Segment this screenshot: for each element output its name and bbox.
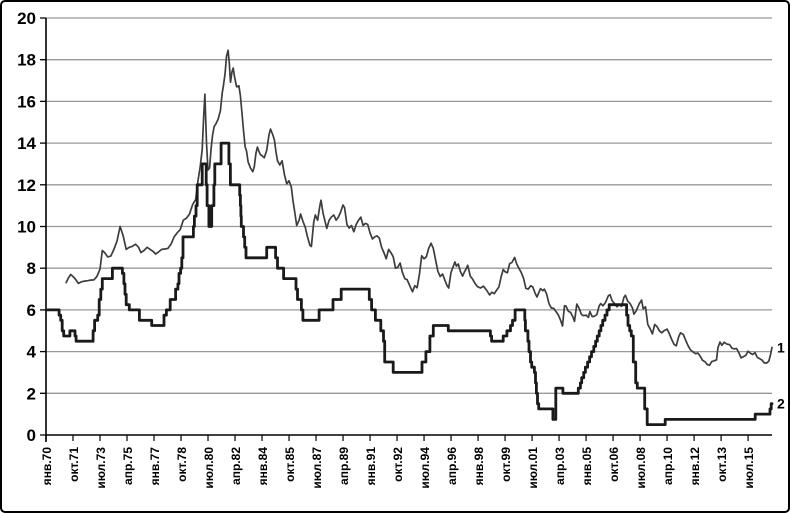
y-axis-label: 8 bbox=[27, 259, 36, 278]
series-2-line bbox=[44, 141, 774, 427]
x-axis-label: янв.77 bbox=[148, 447, 162, 486]
y-axis-label: 14 bbox=[17, 134, 36, 153]
x-axis-label: июл.87 bbox=[310, 447, 324, 489]
x-axis-label: янв.84 bbox=[256, 447, 270, 486]
x-axis-label: окт.13 bbox=[715, 447, 729, 482]
y-axis-label: 0 bbox=[27, 426, 36, 445]
y-axis-label: 4 bbox=[27, 343, 37, 362]
y-axis-label: 18 bbox=[17, 51, 36, 70]
x-axis-label: июл.94 bbox=[418, 447, 432, 489]
x-axis-label: апр.89 bbox=[337, 447, 351, 485]
x-axis-label: июл.80 bbox=[202, 447, 216, 489]
y-axis-label: 20 bbox=[17, 9, 36, 28]
x-axis-label: окт.99 bbox=[499, 447, 513, 482]
y-axis-label: 10 bbox=[17, 218, 36, 237]
x-axis-label: янв.12 bbox=[688, 447, 702, 486]
y-axis-label: 16 bbox=[17, 92, 36, 111]
series-1-end-label: 1 bbox=[777, 339, 785, 355]
x-axis-label: янв.91 bbox=[364, 447, 378, 486]
x-axis-label: окт.78 bbox=[175, 447, 189, 482]
x-axis-label: окт.92 bbox=[391, 447, 405, 482]
x-axis-label: окт.71 bbox=[67, 447, 81, 482]
y-axis-label: 2 bbox=[27, 384, 36, 403]
x-axis-label: июл.15 bbox=[742, 447, 756, 489]
x-axis-label: июл.08 bbox=[634, 447, 648, 489]
x-axis-label: апр.75 bbox=[121, 447, 135, 485]
y-axis-label: 12 bbox=[17, 176, 36, 195]
x-axis-label: окт.06 bbox=[607, 447, 621, 482]
x-axis-label: апр.03 bbox=[553, 447, 567, 485]
series-2-end-label: 2 bbox=[777, 396, 785, 412]
x-axis-label: янв.98 bbox=[472, 447, 486, 486]
x-axis-label: янв.70 bbox=[40, 447, 54, 486]
x-axis-label: окт.85 bbox=[283, 447, 297, 482]
x-axis-label: апр.82 bbox=[229, 447, 243, 485]
x-axis-label: апр.10 bbox=[661, 447, 675, 485]
y-axis-label: 6 bbox=[27, 301, 36, 320]
x-axis-label: июл.01 bbox=[526, 447, 540, 489]
series-1-line bbox=[65, 49, 773, 367]
x-axis-label: янв.05 bbox=[580, 447, 594, 486]
x-axis-label: июл.73 bbox=[94, 447, 108, 489]
x-axis-label: апр.96 bbox=[445, 447, 459, 485]
